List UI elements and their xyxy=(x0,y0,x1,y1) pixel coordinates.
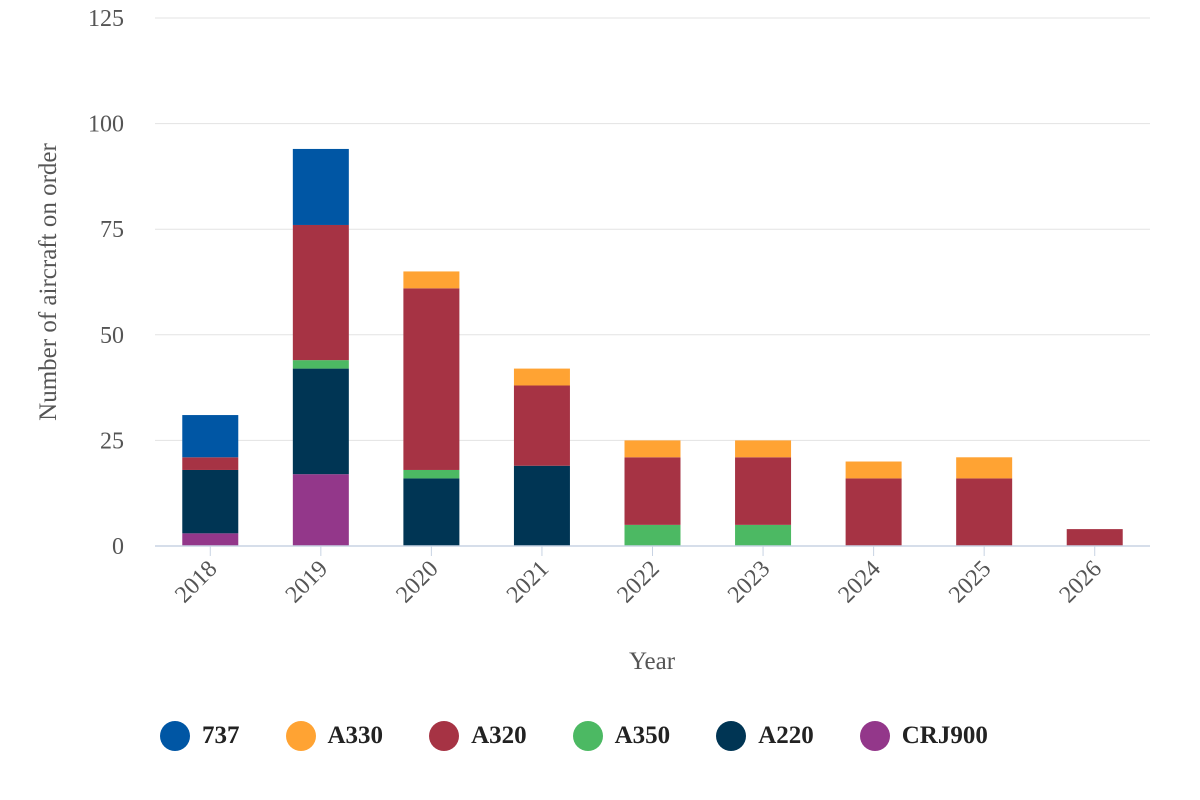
bar-segment-737-2019[interactable] xyxy=(292,148,349,225)
bar-segment-A330-2025[interactable] xyxy=(956,457,1013,479)
bars xyxy=(182,148,1123,546)
y-tick-label: 75 xyxy=(100,217,124,243)
bar-segment-A350-2022[interactable] xyxy=(624,524,681,546)
x-tick-label: 2022 xyxy=(612,556,664,608)
bar-segment-A330-2020[interactable] xyxy=(403,271,460,289)
bar-segment-A350-2023[interactable] xyxy=(735,524,792,546)
y-axis-ticks: 0 25 50 75 100 125 xyxy=(88,6,124,560)
legend-marker xyxy=(160,721,190,751)
y-tick-label: 25 xyxy=(100,428,124,454)
bar-segment-A350-2019[interactable] xyxy=(292,360,349,369)
x-tick-label: 2026 xyxy=(1055,556,1107,608)
legend[interactable]: 737 A330 A320 A350 A220 CRJ900 xyxy=(160,718,1034,754)
y-axis-title: Number of aircraft on order xyxy=(35,143,62,421)
x-tick-label: 2025 xyxy=(944,556,996,608)
legend-label: CRJ900 xyxy=(901,722,988,749)
x-tick-label: 2024 xyxy=(834,556,886,608)
bar-segment-A320-2021[interactable] xyxy=(513,385,570,466)
bar-segment-A320-2026[interactable] xyxy=(1066,529,1123,546)
bar-segment-A320-2025[interactable] xyxy=(956,478,1013,546)
bar-segment-A320-2020[interactable] xyxy=(403,288,460,470)
legend-marker xyxy=(285,721,316,751)
x-tick-label: 2020 xyxy=(391,556,443,608)
bar-segment-CRJ900-2019[interactable] xyxy=(292,474,349,546)
x-tick-label: 2018 xyxy=(170,556,222,608)
legend-item-A350[interactable]: A350 xyxy=(572,721,671,751)
x-axis-title: Year xyxy=(629,648,676,675)
x-axis-ticks: 2018 2019 2020 2021 2022 2023 2024 2025 2026 xyxy=(170,546,1107,608)
legend-label: 737 xyxy=(202,722,240,749)
bar-segment-A350-2020[interactable] xyxy=(403,469,460,479)
legend-marker xyxy=(859,721,890,751)
bar-segment-A320-2018[interactable] xyxy=(182,457,239,470)
y-tick-label: 0 xyxy=(112,534,124,560)
bar-segment-A320-2022[interactable] xyxy=(624,457,681,525)
legend-marker xyxy=(429,721,460,751)
bar-segment-A220-2018[interactable] xyxy=(182,469,239,534)
legend-item-A330[interactable]: A330 xyxy=(285,721,384,751)
bar-segment-A330-2023[interactable] xyxy=(735,440,792,458)
bar-segment-CRJ900-2018[interactable] xyxy=(182,533,239,546)
legend-marker xyxy=(572,721,603,751)
bar-segment-A220-2019[interactable] xyxy=(292,368,349,475)
y-tick-label: 50 xyxy=(100,323,124,349)
bar-segment-A220-2021[interactable] xyxy=(513,465,570,546)
legend-marker xyxy=(716,721,747,751)
legend-item-737[interactable]: 737 xyxy=(160,721,240,751)
legend-label: A330 xyxy=(327,722,384,749)
legend-item-A220[interactable]: A220 xyxy=(716,721,814,751)
y-tick-label: 100 xyxy=(88,112,124,138)
y-tick-label: 125 xyxy=(88,6,124,32)
bar-segment-A320-2024[interactable] xyxy=(845,478,902,546)
x-tick-label: 2021 xyxy=(502,556,554,608)
legend-item-CRJ900[interactable]: CRJ900 xyxy=(859,721,988,751)
legend-label: A350 xyxy=(614,722,671,749)
legend-label: A220 xyxy=(758,722,814,749)
bar-segment-A320-2019[interactable] xyxy=(292,224,349,361)
bar-segment-A320-2023[interactable] xyxy=(735,457,792,525)
x-tick-label: 2019 xyxy=(281,556,333,608)
bar-segment-A330-2022[interactable] xyxy=(624,440,681,458)
legend-item-A320[interactable]: A320 xyxy=(429,721,527,751)
legend-label: A320 xyxy=(471,722,527,749)
bar-segment-A330-2024[interactable] xyxy=(845,461,902,479)
bar-segment-A330-2021[interactable] xyxy=(513,368,570,386)
bar-segment-A220-2020[interactable] xyxy=(403,478,460,546)
bar-segment-737-2018[interactable] xyxy=(182,415,239,458)
x-tick-label: 2023 xyxy=(723,556,775,608)
